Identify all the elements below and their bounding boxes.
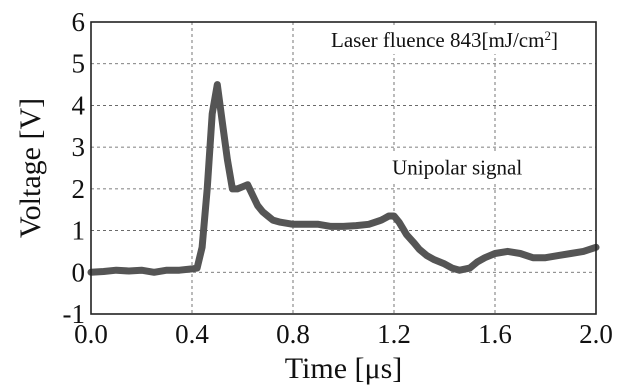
annotation-main-text: Unipolar signal — [392, 155, 522, 179]
y-tick-label: 2 — [72, 174, 86, 204]
annotation-layer: Laser fluence 843[mJ/cm2] Unipolar signal — [327, 25, 562, 182]
y-tick-label: 3 — [72, 132, 86, 162]
fluence-annotation-text: Laser fluence 843[mJ/cm2] — [331, 28, 558, 53]
y-tick-label: -1 — [63, 299, 86, 329]
tick-label-layer: 0.0 0.4 0.8 1.2 1.6 2.0 -1 0 1 2 3 4 5 6 — [63, 7, 613, 349]
x-tick-label: 1.2 — [377, 319, 411, 349]
grid-layer — [91, 22, 596, 314]
annotation-main-text: Laser fluence 843[mJ/cm — [331, 28, 544, 52]
y-tick-label: 0 — [72, 257, 86, 287]
y-tick-label: 4 — [72, 90, 86, 120]
annotation-background — [327, 25, 562, 55]
y-axis-title: Voltage [V] — [14, 98, 47, 238]
signal-annotation-text: Unipolar signal — [392, 155, 522, 179]
annotation-superscript: 2 — [544, 28, 551, 43]
y-tick-label: 6 — [72, 7, 86, 37]
annotation-background — [388, 153, 527, 182]
annotation-tail-text: ] — [551, 28, 558, 52]
x-axis-title: Time [μs] — [285, 352, 403, 385]
x-tick-label: 0.4 — [175, 319, 209, 349]
x-tick-label: 0.0 — [74, 319, 108, 349]
x-tick-label: 2.0 — [579, 319, 613, 349]
y-tick-label: 5 — [72, 49, 86, 79]
fluence-annotation: Laser fluence 843[mJ/cm2] — [327, 25, 562, 55]
x-tick-label: 0.8 — [276, 319, 310, 349]
y-tick-label: 1 — [72, 216, 86, 246]
x-tick-label: 1.6 — [478, 319, 512, 349]
signal-trace-line — [87, 81, 600, 276]
plot-frame — [90, 21, 597, 315]
trace-layer — [87, 81, 600, 276]
signal-annotation: Unipolar signal — [388, 153, 527, 182]
